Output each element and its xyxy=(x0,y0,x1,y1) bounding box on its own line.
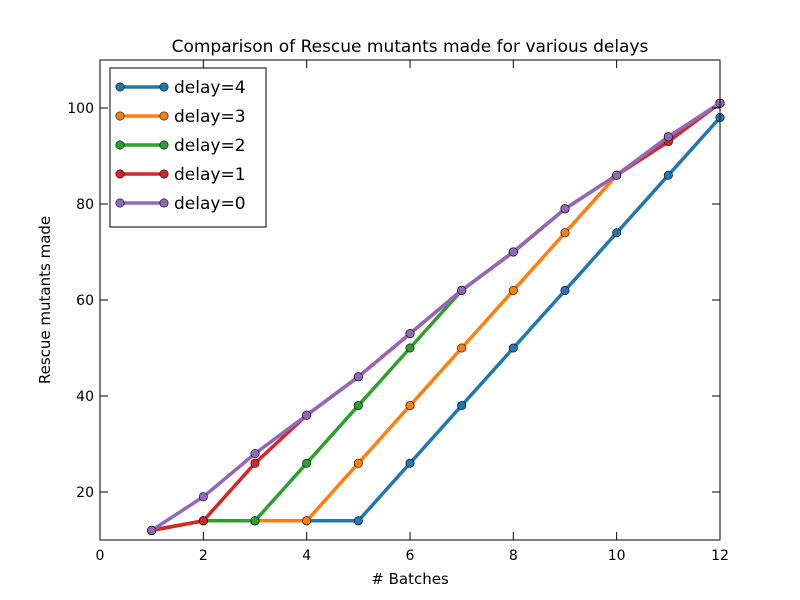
data-point xyxy=(302,458,312,468)
legend-marker xyxy=(115,140,125,150)
legend-marker xyxy=(159,82,169,92)
data-point xyxy=(250,449,260,459)
series-line xyxy=(150,101,721,532)
legend-entry: delay=4 xyxy=(115,78,246,98)
legend-label: delay=4 xyxy=(174,78,246,98)
legend-entry: delay=0 xyxy=(115,194,246,214)
legend: delay=4 delay=3 delay=2 delay=1 delay=0 xyxy=(109,67,267,228)
data-point xyxy=(147,525,157,535)
legend-box xyxy=(109,67,267,228)
data-point xyxy=(663,170,673,180)
data-point xyxy=(198,516,208,526)
data-point xyxy=(405,329,415,339)
y-axis-label: Rescue mutants made xyxy=(36,216,54,384)
x-tick-label: 0 xyxy=(96,548,105,564)
y-tick-label: 80 xyxy=(76,197,94,213)
data-point xyxy=(353,401,363,411)
data-point xyxy=(250,458,260,468)
x-tick-label: 8 xyxy=(509,548,518,564)
data-point xyxy=(508,285,518,295)
series-delay-0 xyxy=(147,98,725,535)
legend-label: delay=2 xyxy=(174,136,246,156)
data-point xyxy=(457,285,467,295)
data-point xyxy=(612,170,622,180)
data-point xyxy=(560,285,570,295)
data-point xyxy=(405,458,415,468)
data-point xyxy=(353,516,363,526)
legend-label: delay=1 xyxy=(174,165,246,185)
legend-label: delay=0 xyxy=(174,194,246,214)
data-point xyxy=(302,410,312,420)
legend-marker xyxy=(115,198,125,208)
legend-marker xyxy=(115,111,125,121)
data-point xyxy=(353,372,363,382)
plot-area: 0 2 4 6 8 10 12 20 40 60 80 100 xyxy=(67,59,729,564)
data-point xyxy=(560,204,570,214)
legend-marker xyxy=(159,140,169,150)
x-tick-label: 4 xyxy=(302,548,311,564)
legend-entry: delay=2 xyxy=(115,136,246,156)
data-point xyxy=(508,343,518,353)
legend-marker xyxy=(115,169,125,179)
data-point xyxy=(302,516,312,526)
legend-marker xyxy=(159,169,169,179)
x-tick-label: 6 xyxy=(406,548,415,564)
data-point xyxy=(508,247,518,257)
data-point xyxy=(663,132,673,142)
data-point xyxy=(405,401,415,411)
data-point xyxy=(560,228,570,238)
legend-label: delay=3 xyxy=(174,107,246,127)
legend-marker xyxy=(159,111,169,121)
data-point xyxy=(250,516,260,526)
chart-title: Comparison of Rescue mutants made for va… xyxy=(172,37,649,57)
data-point xyxy=(198,492,208,502)
x-tick-label: 2 xyxy=(199,548,208,564)
data-point xyxy=(405,343,415,353)
x-tick-label: 12 xyxy=(711,548,729,564)
data-point xyxy=(457,401,467,411)
legend-entry: delay=1 xyxy=(115,165,246,185)
y-tick-label: 40 xyxy=(76,389,94,405)
y-tick-label: 20 xyxy=(76,485,94,501)
x-tick-label: 10 xyxy=(608,548,626,564)
data-point xyxy=(457,343,467,353)
data-point xyxy=(612,228,622,238)
legend-marker xyxy=(115,82,125,92)
x-axis-label: # Batches xyxy=(371,570,449,588)
legend-marker xyxy=(159,198,169,208)
data-point xyxy=(353,458,363,468)
legend-entry: delay=3 xyxy=(115,107,246,127)
y-tick-label: 100 xyxy=(67,101,94,117)
y-tick-label: 60 xyxy=(76,293,94,309)
